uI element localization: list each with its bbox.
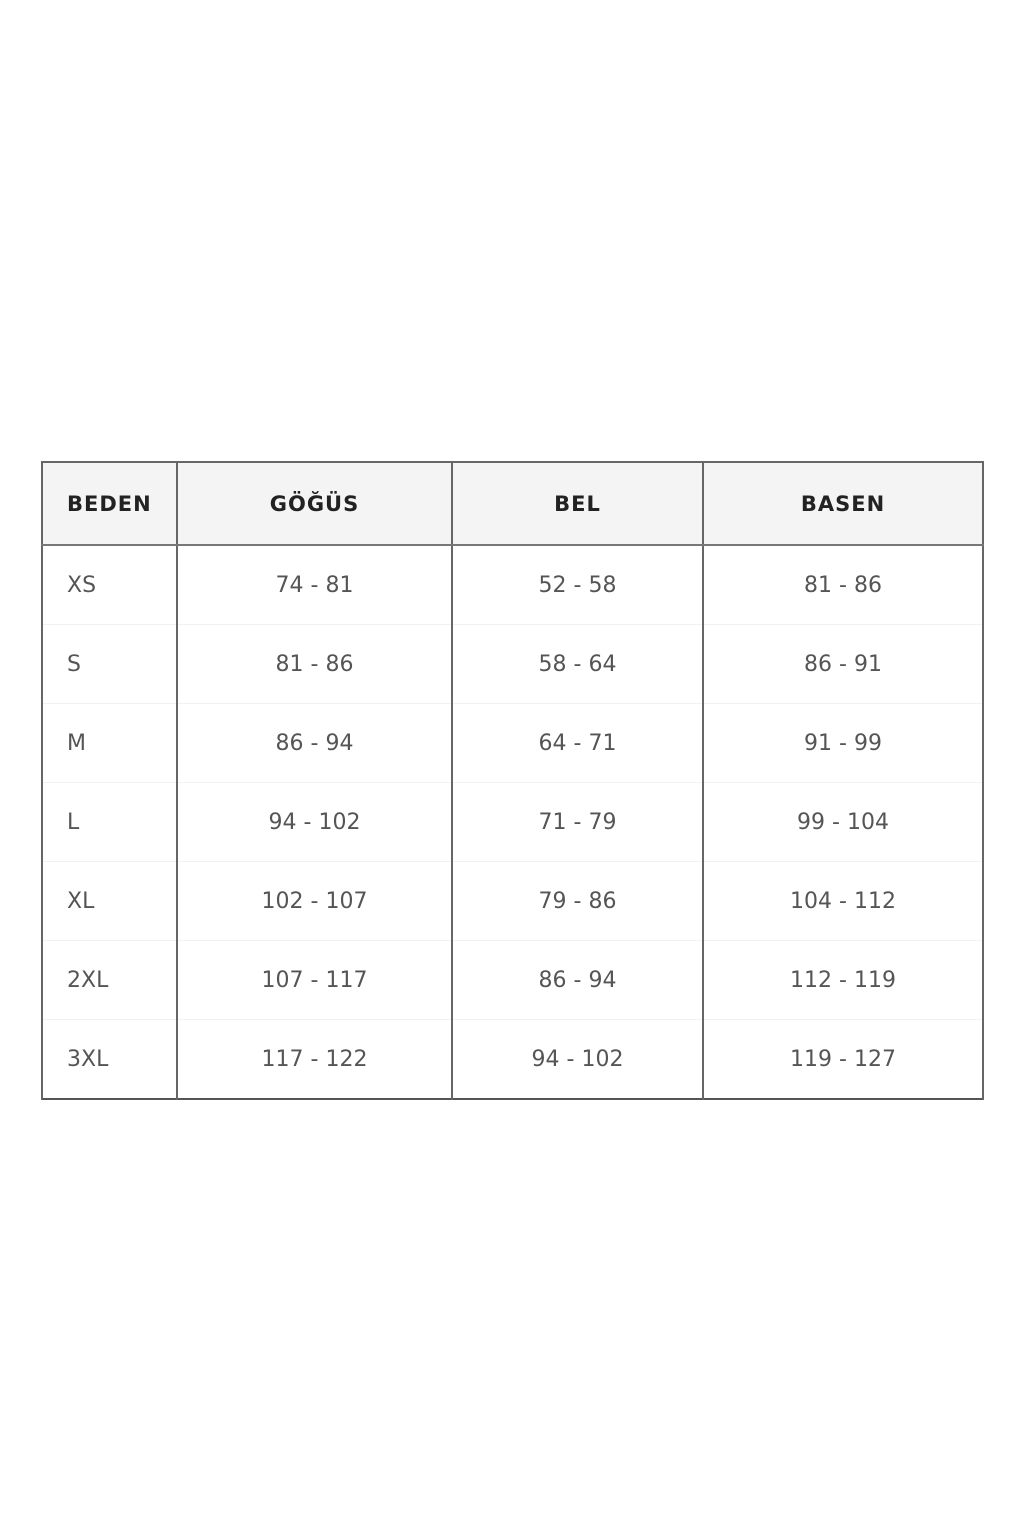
cell-size: M xyxy=(41,703,178,783)
cell-gogus: 74 - 81 xyxy=(176,545,453,625)
cell-basen: 112 - 119 xyxy=(702,940,984,1020)
table-row: S 81 - 86 58 - 64 86 - 91 xyxy=(41,624,984,704)
cell-size: S xyxy=(41,624,178,704)
cell-size: XL xyxy=(41,861,178,941)
cell-basen: 104 - 112 xyxy=(702,861,984,941)
table-row: L 94 - 102 71 - 79 99 - 104 xyxy=(41,782,984,862)
cell-bel: 71 - 79 xyxy=(451,782,704,862)
cell-gogus: 81 - 86 xyxy=(176,624,453,704)
cell-bel: 64 - 71 xyxy=(451,703,704,783)
table-row: XS 74 - 81 52 - 58 81 - 86 xyxy=(41,545,984,625)
cell-basen: 86 - 91 xyxy=(702,624,984,704)
cell-bel: 86 - 94 xyxy=(451,940,704,1020)
cell-size: 2XL xyxy=(41,940,178,1020)
cell-gogus: 117 - 122 xyxy=(176,1019,453,1100)
header-gogus: GÖĞÜS xyxy=(176,461,453,546)
cell-bel: 94 - 102 xyxy=(451,1019,704,1100)
cell-size: L xyxy=(41,782,178,862)
header-row: BEDEN GÖĞÜS BEL BASEN xyxy=(41,461,984,546)
cell-gogus: 94 - 102 xyxy=(176,782,453,862)
cell-basen: 91 - 99 xyxy=(702,703,984,783)
table-row: 2XL 107 - 117 86 - 94 112 - 119 xyxy=(41,940,984,1020)
cell-bel: 79 - 86 xyxy=(451,861,704,941)
cell-size: 3XL xyxy=(41,1019,178,1100)
cell-basen: 81 - 86 xyxy=(702,545,984,625)
cell-size: XS xyxy=(41,545,178,625)
size-chart-table: BEDEN GÖĞÜS BEL BASEN XS 74 - 81 52 - 58 81… xyxy=(41,461,984,1100)
header-bel: BEL xyxy=(451,461,704,546)
table-row: 3XL 117 - 122 94 - 102 119 - 127 xyxy=(41,1019,984,1100)
header-beden: BEDEN xyxy=(41,461,178,546)
cell-bel: 58 - 64 xyxy=(451,624,704,704)
cell-basen: 119 - 127 xyxy=(702,1019,984,1100)
cell-basen: 99 - 104 xyxy=(702,782,984,862)
cell-gogus: 86 - 94 xyxy=(176,703,453,783)
cell-gogus: 107 - 117 xyxy=(176,940,453,1020)
table-row: XL 102 - 107 79 - 86 104 - 112 xyxy=(41,861,984,941)
cell-gogus: 102 - 107 xyxy=(176,861,453,941)
table-row: M 86 - 94 64 - 71 91 - 99 xyxy=(41,703,984,783)
cell-bel: 52 - 58 xyxy=(451,545,704,625)
header-basen: BASEN xyxy=(702,461,984,546)
